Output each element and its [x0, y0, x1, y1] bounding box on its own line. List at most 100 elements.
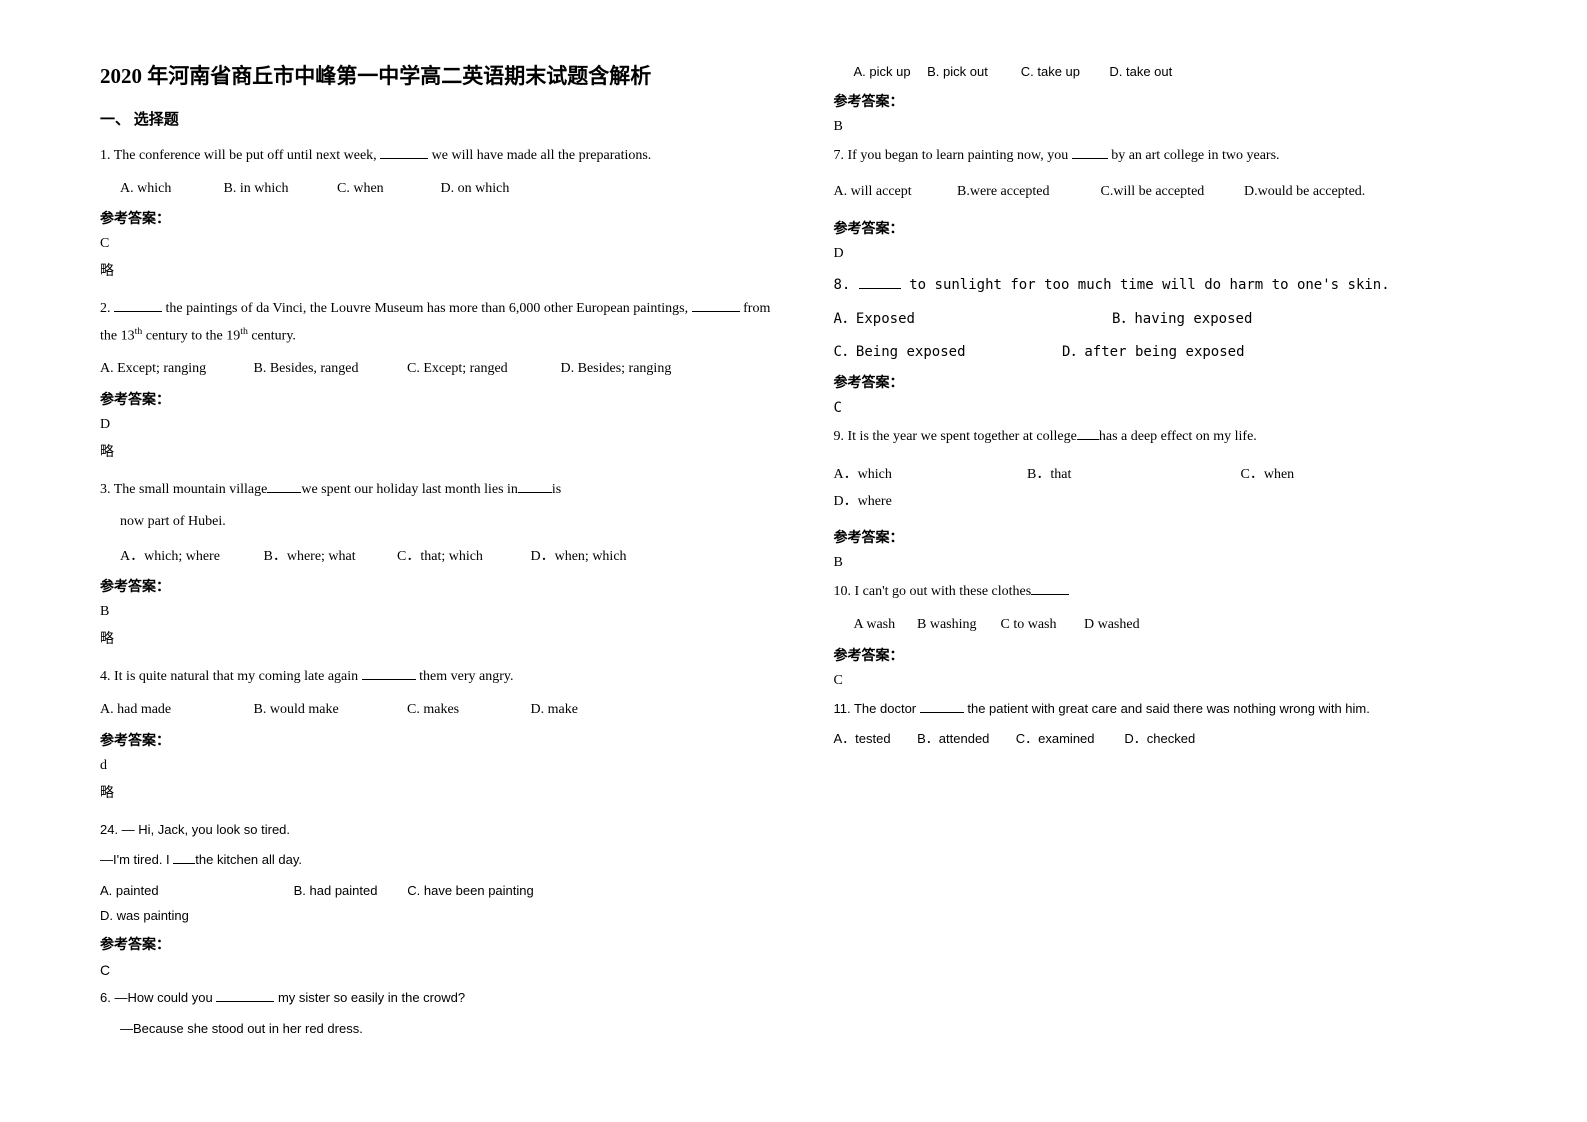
- q8-answer: C: [834, 400, 1508, 416]
- q6-a: 6. —How could you: [100, 990, 216, 1005]
- q8-options-row2: C．Being exposed D．after being exposed: [834, 339, 1508, 366]
- q5-bb: the kitchen all day.: [195, 852, 302, 867]
- option: D. was painting: [100, 904, 220, 929]
- question-11: 11. The doctor the patient with great ca…: [834, 697, 1508, 722]
- blank: [1077, 426, 1099, 440]
- question-8: 8. to sunlight for too much time will do…: [834, 272, 1508, 299]
- q1-text-a: 1. The conference will be put off until …: [100, 148, 380, 163]
- q3-b: we spent our holiday last month lies in: [301, 482, 518, 497]
- option: D. on which: [441, 176, 551, 203]
- answer-label: 参考答案：: [100, 389, 774, 409]
- q4-answer: d: [100, 758, 774, 774]
- option: B．having exposed: [1112, 306, 1312, 333]
- answer-label: 参考答案：: [100, 730, 774, 750]
- q2-e: century.: [248, 328, 296, 343]
- option: C. take up: [1021, 60, 1106, 85]
- answer-label: 参考答案：: [834, 645, 1508, 665]
- q10-options: A wash B washing C to wash D washed: [834, 612, 1508, 639]
- q6-b: my sister so easily in the crowd?: [274, 990, 465, 1005]
- q2-d: century to the 19: [142, 328, 240, 343]
- question-1: 1. The conference will be put off until …: [100, 143, 774, 170]
- option: B washing: [917, 612, 997, 639]
- option: A．tested: [834, 727, 914, 752]
- blank: [114, 298, 162, 312]
- answer-label: 参考答案：: [834, 372, 1508, 392]
- option: C．examined: [1016, 727, 1121, 752]
- note: 略: [100, 441, 774, 461]
- q2-b: the paintings of da Vinci, the Louvre Mu…: [162, 301, 692, 316]
- answer-label: 参考答案：: [100, 934, 774, 954]
- q7-options: A. will accept B.were accepted C.will be…: [834, 179, 1508, 206]
- option: A. Except; ranging: [100, 356, 250, 383]
- option: A．which: [834, 462, 1024, 489]
- sup: th: [240, 326, 248, 337]
- answer-label: 参考答案：: [834, 91, 1508, 111]
- option: C. have been painting: [407, 879, 667, 904]
- option: B. pick out: [927, 60, 1017, 85]
- q4-b: them very angry.: [416, 669, 514, 684]
- question-5-line1: 24. — Hi, Jack, you look so tired.: [100, 818, 774, 843]
- q8-b: to sunlight for too much time will do ha…: [901, 277, 1390, 293]
- q5-answer: C: [100, 962, 774, 978]
- q3-line2: now part of Hubei.: [100, 509, 774, 536]
- answer-label: 参考答案：: [100, 576, 774, 596]
- option: B. had painted: [294, 879, 404, 904]
- option: D. make: [531, 697, 631, 724]
- option: B.were accepted: [957, 179, 1097, 206]
- q9-answer: B: [834, 555, 1508, 571]
- question-3: 3. The small mountain village we spent ou…: [100, 477, 774, 504]
- q8-a: 8.: [834, 277, 859, 293]
- option: C.will be accepted: [1101, 179, 1241, 206]
- question-10: 10. I can't go out with these clothes: [834, 579, 1508, 606]
- option: A. pick up: [854, 60, 924, 85]
- q11-b: the patient with great care and said the…: [964, 701, 1370, 716]
- document-title: 2020 年河南省商丘市中峰第一中学高二英语期末试题含解析: [100, 60, 774, 90]
- blank: [859, 275, 901, 289]
- q3-c: is: [552, 482, 561, 497]
- answer-label: 参考答案：: [100, 208, 774, 228]
- option: D washed: [1084, 612, 1164, 639]
- note: 略: [100, 260, 774, 280]
- option: B．that: [1027, 462, 1237, 489]
- option: D. take out: [1109, 60, 1194, 85]
- q10-answer: C: [834, 673, 1508, 689]
- q7-a: 7. If you began to learn painting now, y…: [834, 148, 1072, 163]
- option: D．where: [834, 489, 914, 516]
- option: C. Except; ranged: [407, 356, 557, 383]
- option: A. had made: [100, 697, 250, 724]
- q4-a: 4. It is quite natural that my coming la…: [100, 669, 362, 684]
- option: D．after being exposed: [1062, 339, 1282, 366]
- option: D. Besides; ranging: [561, 356, 711, 383]
- q6-line2: —Because she stood out in her red dress.: [100, 1017, 774, 1042]
- option: D．checked: [1124, 727, 1214, 752]
- blank: [267, 479, 301, 493]
- question-9: 9. It is the year we spent together at c…: [834, 424, 1508, 451]
- q3-a: 3. The small mountain village: [100, 482, 267, 497]
- blank: [1072, 145, 1108, 159]
- question-7: 7. If you began to learn painting now, y…: [834, 143, 1508, 170]
- option: B．where; what: [264, 544, 394, 571]
- option: A. which: [120, 176, 220, 203]
- q2-a: 2.: [100, 301, 114, 316]
- option: B. in which: [224, 176, 334, 203]
- option: A. painted: [100, 879, 290, 904]
- answer-label: 参考答案：: [834, 527, 1508, 547]
- q6-answer: B: [834, 119, 1508, 135]
- option: A. will accept: [834, 179, 954, 206]
- option: D.would be accepted.: [1244, 179, 1404, 206]
- blank: [518, 479, 552, 493]
- option: B．attended: [917, 727, 1012, 752]
- blank: [362, 666, 416, 680]
- q11-a: 11. The doctor: [834, 701, 920, 716]
- blank: [692, 298, 740, 312]
- option: A wash: [854, 612, 914, 639]
- blank: [216, 989, 274, 1002]
- question-5-line2: —I'm tired. I the kitchen all day.: [100, 848, 774, 873]
- option: C．when: [1241, 462, 1471, 489]
- q2-options: A. Except; ranging B. Besides, ranged C.…: [100, 356, 774, 383]
- q1-options: A. which B. in which C. when D. on which: [100, 176, 774, 203]
- q2-answer: D: [100, 417, 774, 433]
- q7-answer: D: [834, 246, 1508, 262]
- question-4: 4. It is quite natural that my coming la…: [100, 664, 774, 691]
- q9-b: has a deep effect on my life.: [1099, 429, 1257, 444]
